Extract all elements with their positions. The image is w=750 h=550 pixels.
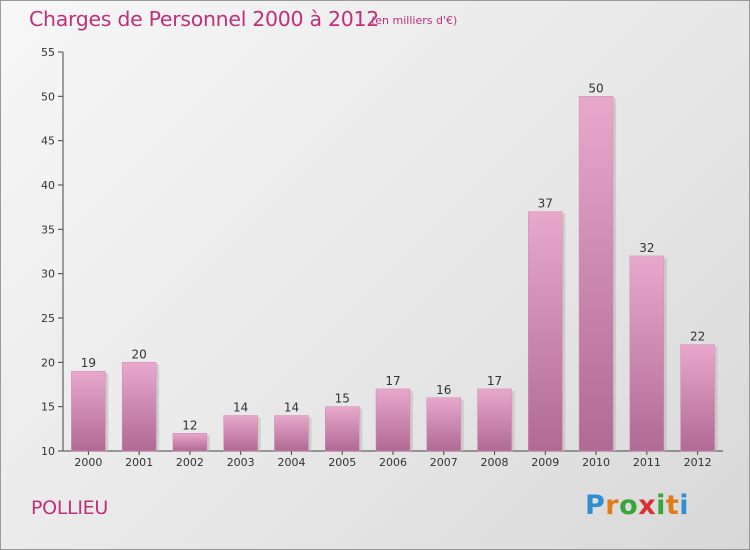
- x-tick-label: 2004: [277, 456, 305, 469]
- x-tick-label: 2002: [176, 456, 204, 469]
- bar: [71, 370, 106, 452]
- y-tick-label: 10: [41, 445, 55, 458]
- y-tick-label: 40: [41, 179, 55, 192]
- bar-value-label: 16: [436, 383, 451, 397]
- y-tick-label: 35: [41, 223, 55, 236]
- x-tick-label: 2003: [227, 456, 255, 469]
- place-name: POLLIEU: [31, 497, 108, 519]
- bar-value-label: 22: [690, 330, 705, 344]
- x-tick-label: 2012: [684, 456, 712, 469]
- bar: [528, 211, 563, 452]
- proxiti-logo[interactable]: Proxiti: [585, 490, 690, 521]
- bar: [426, 397, 462, 452]
- bar: [121, 362, 157, 452]
- bar-value-label: 20: [132, 347, 147, 361]
- bar: [578, 96, 614, 452]
- x-tick-label: 2008: [481, 456, 509, 469]
- y-tick-label: 55: [41, 46, 55, 59]
- y-tick-label: 20: [41, 356, 55, 369]
- x-tick-label: 2001: [125, 456, 153, 469]
- bar-value-label: 15: [335, 392, 350, 406]
- bar-value-label: 12: [182, 418, 197, 432]
- y-tick-label: 50: [41, 90, 55, 103]
- x-tick-label: 2011: [633, 456, 661, 469]
- bar-value-label: 37: [538, 197, 553, 211]
- x-tick-label: 2009: [531, 456, 559, 469]
- y-tick-label: 25: [41, 312, 55, 325]
- bar: [274, 415, 309, 452]
- x-tick-label: 2010: [582, 456, 610, 469]
- bar-value-label: 50: [588, 81, 603, 95]
- bar: [375, 388, 411, 452]
- x-tick-label: 2007: [430, 456, 458, 469]
- y-tick-label: 30: [41, 268, 55, 281]
- bar-value-label: 19: [81, 356, 96, 370]
- chart-subtitle: (en milliers d'€): [371, 14, 458, 27]
- bar: [477, 388, 512, 452]
- x-tick-label: 2006: [379, 456, 407, 469]
- bar: [629, 255, 665, 452]
- chart-title: Charges de Personnel 2000 à 2012: [29, 7, 379, 31]
- y-tick-label: 15: [41, 401, 55, 414]
- bar: [223, 415, 258, 452]
- bar-value-label: 32: [639, 241, 654, 255]
- bar-value-label: 17: [487, 374, 502, 388]
- bar-value-label: 17: [385, 374, 400, 388]
- y-tick-label: 45: [41, 135, 55, 148]
- bar: [680, 344, 715, 452]
- bar-value-label: 14: [233, 401, 248, 415]
- x-tick-label: 2005: [328, 456, 356, 469]
- bar: [172, 433, 208, 452]
- bar-value-label: 14: [284, 401, 299, 415]
- x-tick-label: 2000: [74, 456, 102, 469]
- bar: [324, 406, 360, 452]
